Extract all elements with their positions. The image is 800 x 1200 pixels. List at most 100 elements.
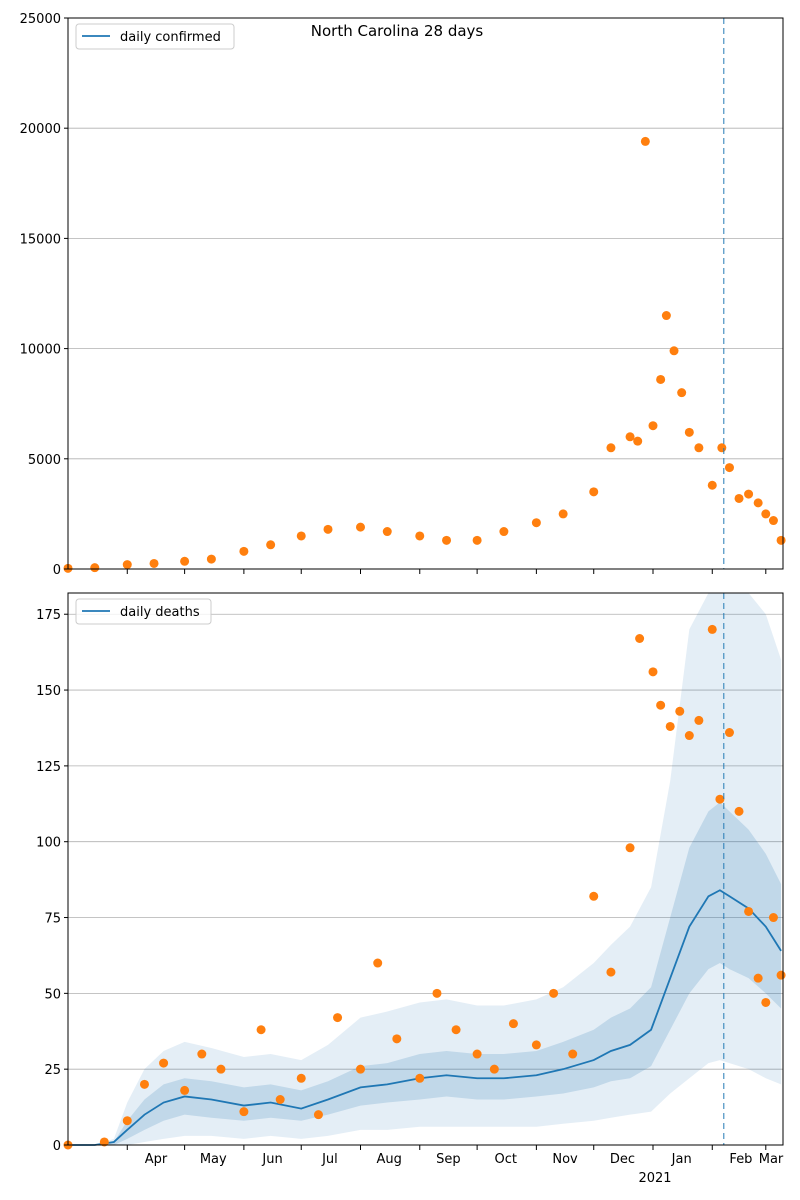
- deaths-y-tick-label: 100: [36, 836, 61, 851]
- confirmed-data: [63, 136, 786, 573]
- deaths-x-tick-label: Jun: [261, 1152, 282, 1167]
- confirmed-point: [415, 531, 425, 541]
- confirmed-y-tick-label: 5000: [28, 453, 61, 468]
- deaths-point: [589, 891, 599, 901]
- confirmed-point: [323, 524, 333, 534]
- deaths-x-tick-label: Feb: [729, 1152, 752, 1167]
- confirmed-panel: 0 5000 10000 15000 20000 25000 North Carolina…: [20, 12, 786, 578]
- deaths-y-tick-label: 125: [36, 760, 61, 775]
- confirmed-x-ticks: [126, 569, 767, 574]
- deaths-point: [122, 1116, 132, 1126]
- deaths-x-tick-label: Aug: [376, 1152, 401, 1167]
- confirmed-y-tick-label: 0: [53, 563, 61, 578]
- deaths-legend-box: [75, 598, 212, 625]
- confirmed-point: [442, 535, 452, 545]
- deaths-point: [635, 633, 645, 643]
- confirmed-point: [744, 489, 754, 499]
- deaths-outer-band: [68, 593, 782, 1145]
- deaths-legend: daily deaths: [75, 598, 212, 625]
- confirmed-point: [499, 527, 509, 537]
- deaths-point: [768, 913, 778, 923]
- confirmed-y-tick-label: 10000: [20, 343, 61, 358]
- deaths-point: [432, 988, 442, 998]
- deaths-x-tick-label: Dec: [610, 1152, 635, 1167]
- deaths-x-tick-label: Apr: [145, 1152, 168, 1167]
- confirmed-point: [180, 556, 190, 566]
- confirmed-point: [531, 518, 541, 528]
- deaths-x-tick-label: Oct: [495, 1152, 517, 1167]
- deaths-point: [606, 967, 616, 977]
- confirmed-legend-label: daily confirmed: [120, 30, 221, 45]
- confirmed-point: [694, 443, 704, 453]
- deaths-point: [744, 906, 754, 916]
- deaths-point: [197, 1049, 207, 1059]
- confirmed-legend: daily confirmed: [75, 23, 235, 50]
- confirmed-point: [382, 527, 392, 537]
- deaths-y-tick-label: 50: [44, 987, 61, 1002]
- deaths-point: [531, 1040, 541, 1050]
- deaths-point: [648, 667, 658, 677]
- deaths-point: [472, 1049, 482, 1059]
- deaths-point: [489, 1064, 499, 1074]
- deaths-point: [753, 973, 763, 983]
- confirmed-point: [677, 388, 687, 398]
- deaths-y-tick-label: 150: [36, 684, 61, 699]
- confirmed-point: [625, 432, 635, 442]
- confirmed-point: [648, 421, 658, 431]
- deaths-x-tick-label: Sep: [436, 1152, 461, 1167]
- confirmed-point: [776, 535, 786, 545]
- confirmed-point: [589, 487, 599, 497]
- confirmed-point: [661, 311, 671, 321]
- deaths-x-tick-label: Mar: [759, 1152, 784, 1167]
- deaths-series-line: [68, 889, 782, 1146]
- confirmed-point: [669, 346, 679, 356]
- deaths-point: [159, 1058, 169, 1068]
- deaths-point: [707, 624, 717, 634]
- confirmed-legend-box: [75, 23, 235, 50]
- confirmed-point: [206, 554, 216, 564]
- deaths-point: [216, 1064, 226, 1074]
- confirmed-y-tick-label: 25000: [20, 12, 61, 27]
- confirmed-point: [606, 443, 616, 453]
- deaths-line: [68, 889, 782, 1146]
- deaths-x-tick-label: May: [200, 1152, 227, 1167]
- confirmed-point: [768, 516, 778, 526]
- confirmed-point: [734, 493, 744, 503]
- deaths-point: [568, 1049, 578, 1059]
- deaths-point: [451, 1025, 461, 1035]
- deaths-point: [180, 1085, 190, 1095]
- deaths-x-tick-label: Nov: [552, 1152, 578, 1167]
- deaths-point: [508, 1019, 518, 1029]
- confirmed-point: [633, 436, 643, 446]
- deaths-x-tick-label: Jan: [671, 1152, 692, 1167]
- chart-title: North Carolina 28 days: [311, 22, 484, 40]
- confirmed-point: [266, 540, 276, 550]
- deaths-x-ticks: Apr May Jun Jul Aug Sep Oct Nov Dec Jan Feb Mar: [126, 1145, 784, 1167]
- confirmed-y-tick-label: 15000: [20, 232, 61, 247]
- deaths-y-tick-label: 25: [44, 1063, 61, 1078]
- deaths-point: [139, 1079, 149, 1089]
- deaths-point: [333, 1013, 343, 1023]
- deaths-point: [415, 1073, 425, 1083]
- confirmed-axes-frame: [67, 17, 784, 570]
- confirmed-point: [239, 546, 249, 556]
- deaths-x-tick-label: Jul: [321, 1152, 338, 1167]
- deaths-point: [296, 1073, 306, 1083]
- confirmed-point: [558, 509, 568, 519]
- deaths-point: [724, 728, 734, 738]
- confirmed-point: [90, 563, 100, 573]
- deaths-point: [694, 715, 704, 725]
- confirmed-y-ticks: 0 5000 10000 15000 20000 25000: [20, 12, 68, 578]
- year-label: 2021: [638, 1171, 671, 1186]
- confirmed-point: [640, 136, 650, 146]
- confirmed-y-tick-label: 20000: [20, 122, 61, 137]
- deaths-inner-band: [68, 802, 782, 1145]
- deaths-point: [99, 1137, 109, 1147]
- deaths-point: [392, 1034, 402, 1044]
- deaths-point: [313, 1110, 323, 1120]
- deaths-y-tick-label: 175: [36, 608, 61, 623]
- deaths-point: [275, 1095, 285, 1105]
- deaths-point: [656, 700, 666, 710]
- confirmed-point: [656, 374, 666, 384]
